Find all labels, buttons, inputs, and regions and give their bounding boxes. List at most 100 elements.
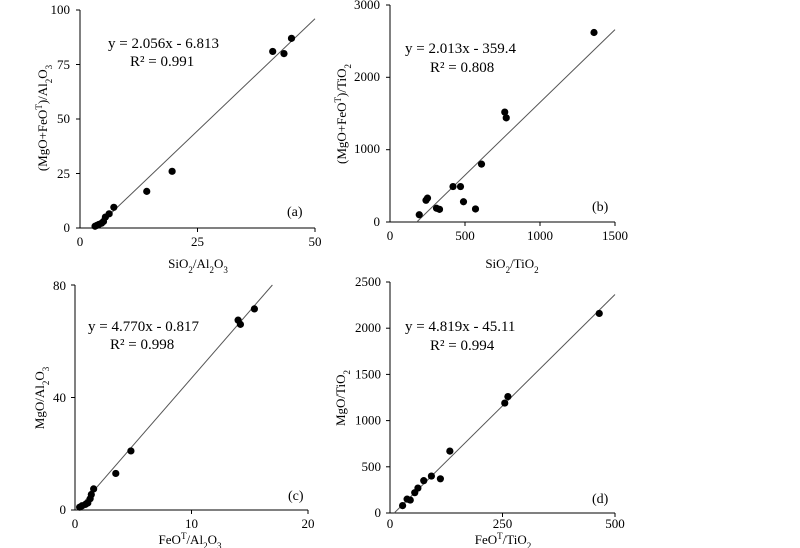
data-points [76, 305, 259, 511]
data-point [477, 160, 486, 168]
data-point [423, 194, 432, 202]
x-tick-label: 0 [77, 234, 84, 249]
x-tick-label: 500 [455, 228, 475, 243]
data-point [250, 305, 259, 313]
y-tick-label: 40 [53, 390, 66, 405]
x-tick-label: 250 [493, 516, 513, 531]
panel-d: 0 500 1000 1500 2000 2500 0 250 500 y = … [333, 274, 625, 548]
y-tick-label: 1000 [354, 141, 380, 156]
data-point [168, 167, 176, 175]
x-tick-label: 500 [605, 516, 625, 531]
y-tick-label: 2000 [354, 69, 380, 84]
data-point [110, 203, 118, 211]
panel-label: (d) [592, 492, 609, 507]
data-point [105, 210, 113, 218]
data-point [590, 28, 598, 37]
panel-c: 0 40 80 0 10 20 y = 4.770x - 0.817 R² = … [32, 278, 315, 548]
y-axis-title: MgO/TiO2 [333, 370, 352, 426]
data-point [87, 490, 95, 499]
data-point [501, 399, 509, 407]
x-ticks: 0 500 1000 1500 [387, 222, 628, 243]
data-point [449, 182, 457, 191]
y-axis-title: (MgO+FeOT)/Al2O3 [34, 64, 54, 171]
x-tick-label: 1000 [527, 228, 553, 243]
panel-label: (a) [287, 205, 303, 220]
data-point [459, 198, 468, 206]
r-squared: R² = 0.808 [430, 60, 494, 76]
data-point [471, 205, 480, 213]
x-tick-label: 0 [387, 516, 394, 531]
data-point [127, 447, 135, 455]
data-point [399, 502, 407, 510]
data-point [287, 34, 296, 42]
x-ticks: 0 10 20 [72, 510, 315, 531]
data-point [420, 477, 428, 485]
panel-b: 0 1000 2000 3000 0 500 1000 1500 y = 2.0… [333, 0, 628, 275]
y-tick-label: 100 [51, 2, 71, 17]
x-tick-label: 50 [309, 234, 322, 249]
data-point [501, 108, 509, 116]
x-ticks: 0 250 500 [387, 513, 625, 531]
x-tick-label: 10 [185, 516, 198, 531]
data-point [456, 182, 465, 191]
x-tick-label: 0 [387, 228, 394, 243]
data-points [91, 34, 296, 230]
regression-equation: y = 2.013x - 359.4 [405, 41, 516, 57]
x-axis-title: FeOT/TiO2 [475, 531, 532, 548]
regression-equation: y = 4.819x - 45.11 [405, 319, 515, 335]
panel-a: 0 25 50 75 100 0 25 50 y = 2.056x - 6.81… [34, 2, 322, 275]
y-tick-label: 0 [374, 214, 381, 229]
data-points [399, 309, 603, 510]
y-tick-label: 2500 [355, 274, 381, 289]
y-tick-label: 50 [57, 111, 70, 126]
x-tick-label: 1500 [602, 228, 628, 243]
y-tick-label: 3000 [354, 0, 380, 12]
data-point [502, 114, 510, 122]
y-ticks: 0 25 50 75 100 [51, 2, 80, 235]
data-point [90, 485, 98, 493]
y-tick-label: 500 [362, 459, 382, 474]
x-axis-title: SiO2/TiO2 [485, 256, 538, 275]
regression-line [416, 29, 616, 223]
x-axis-title: FeOT/Al2O3 [159, 531, 222, 548]
y-tick-label: 0 [60, 502, 67, 517]
data-point [236, 320, 245, 328]
data-point [436, 475, 444, 483]
y-tick-label: 25 [57, 166, 70, 181]
x-tick-label: 0 [72, 516, 79, 531]
y-ticks: 0 40 80 [53, 278, 75, 517]
y-tick-label: 1000 [355, 413, 381, 428]
x-tick-label: 25 [191, 234, 204, 249]
panel-label: (c) [288, 489, 304, 504]
panel-label: (b) [592, 200, 609, 215]
regression-equation: y = 4.770x - 0.817 [88, 319, 199, 335]
y-tick-label: 75 [57, 57, 70, 72]
y-tick-label: 80 [53, 278, 66, 293]
data-point [112, 469, 120, 478]
regression-line [95, 18, 316, 229]
data-point [143, 187, 151, 195]
y-tick-label: 2000 [355, 320, 381, 335]
y-ticks: 0 1000 2000 3000 [354, 0, 390, 229]
r-squared: R² = 0.991 [130, 54, 194, 70]
x-ticks: 0 25 50 [77, 228, 322, 249]
data-point [406, 496, 414, 504]
x-axis-title: SiO2/Al2O3 [168, 256, 228, 275]
y-tick-label: 0 [375, 505, 382, 520]
data-point [435, 205, 444, 213]
data-point [269, 47, 277, 56]
y-ticks: 0 500 1000 1500 2000 2500 [355, 274, 390, 520]
y-tick-label: 1500 [355, 366, 381, 381]
data-points [415, 28, 598, 219]
data-point [595, 309, 603, 318]
y-axis-title: (MgO+FeOT)/TiO2 [333, 64, 353, 164]
y-tick-label: 0 [64, 220, 71, 235]
data-point [415, 211, 423, 219]
data-point [280, 50, 288, 58]
data-point [446, 447, 454, 455]
regression-equation: y = 2.056x - 6.813 [108, 36, 219, 52]
data-point [504, 392, 512, 401]
r-squared: R² = 0.998 [110, 337, 174, 353]
data-point [414, 484, 422, 492]
